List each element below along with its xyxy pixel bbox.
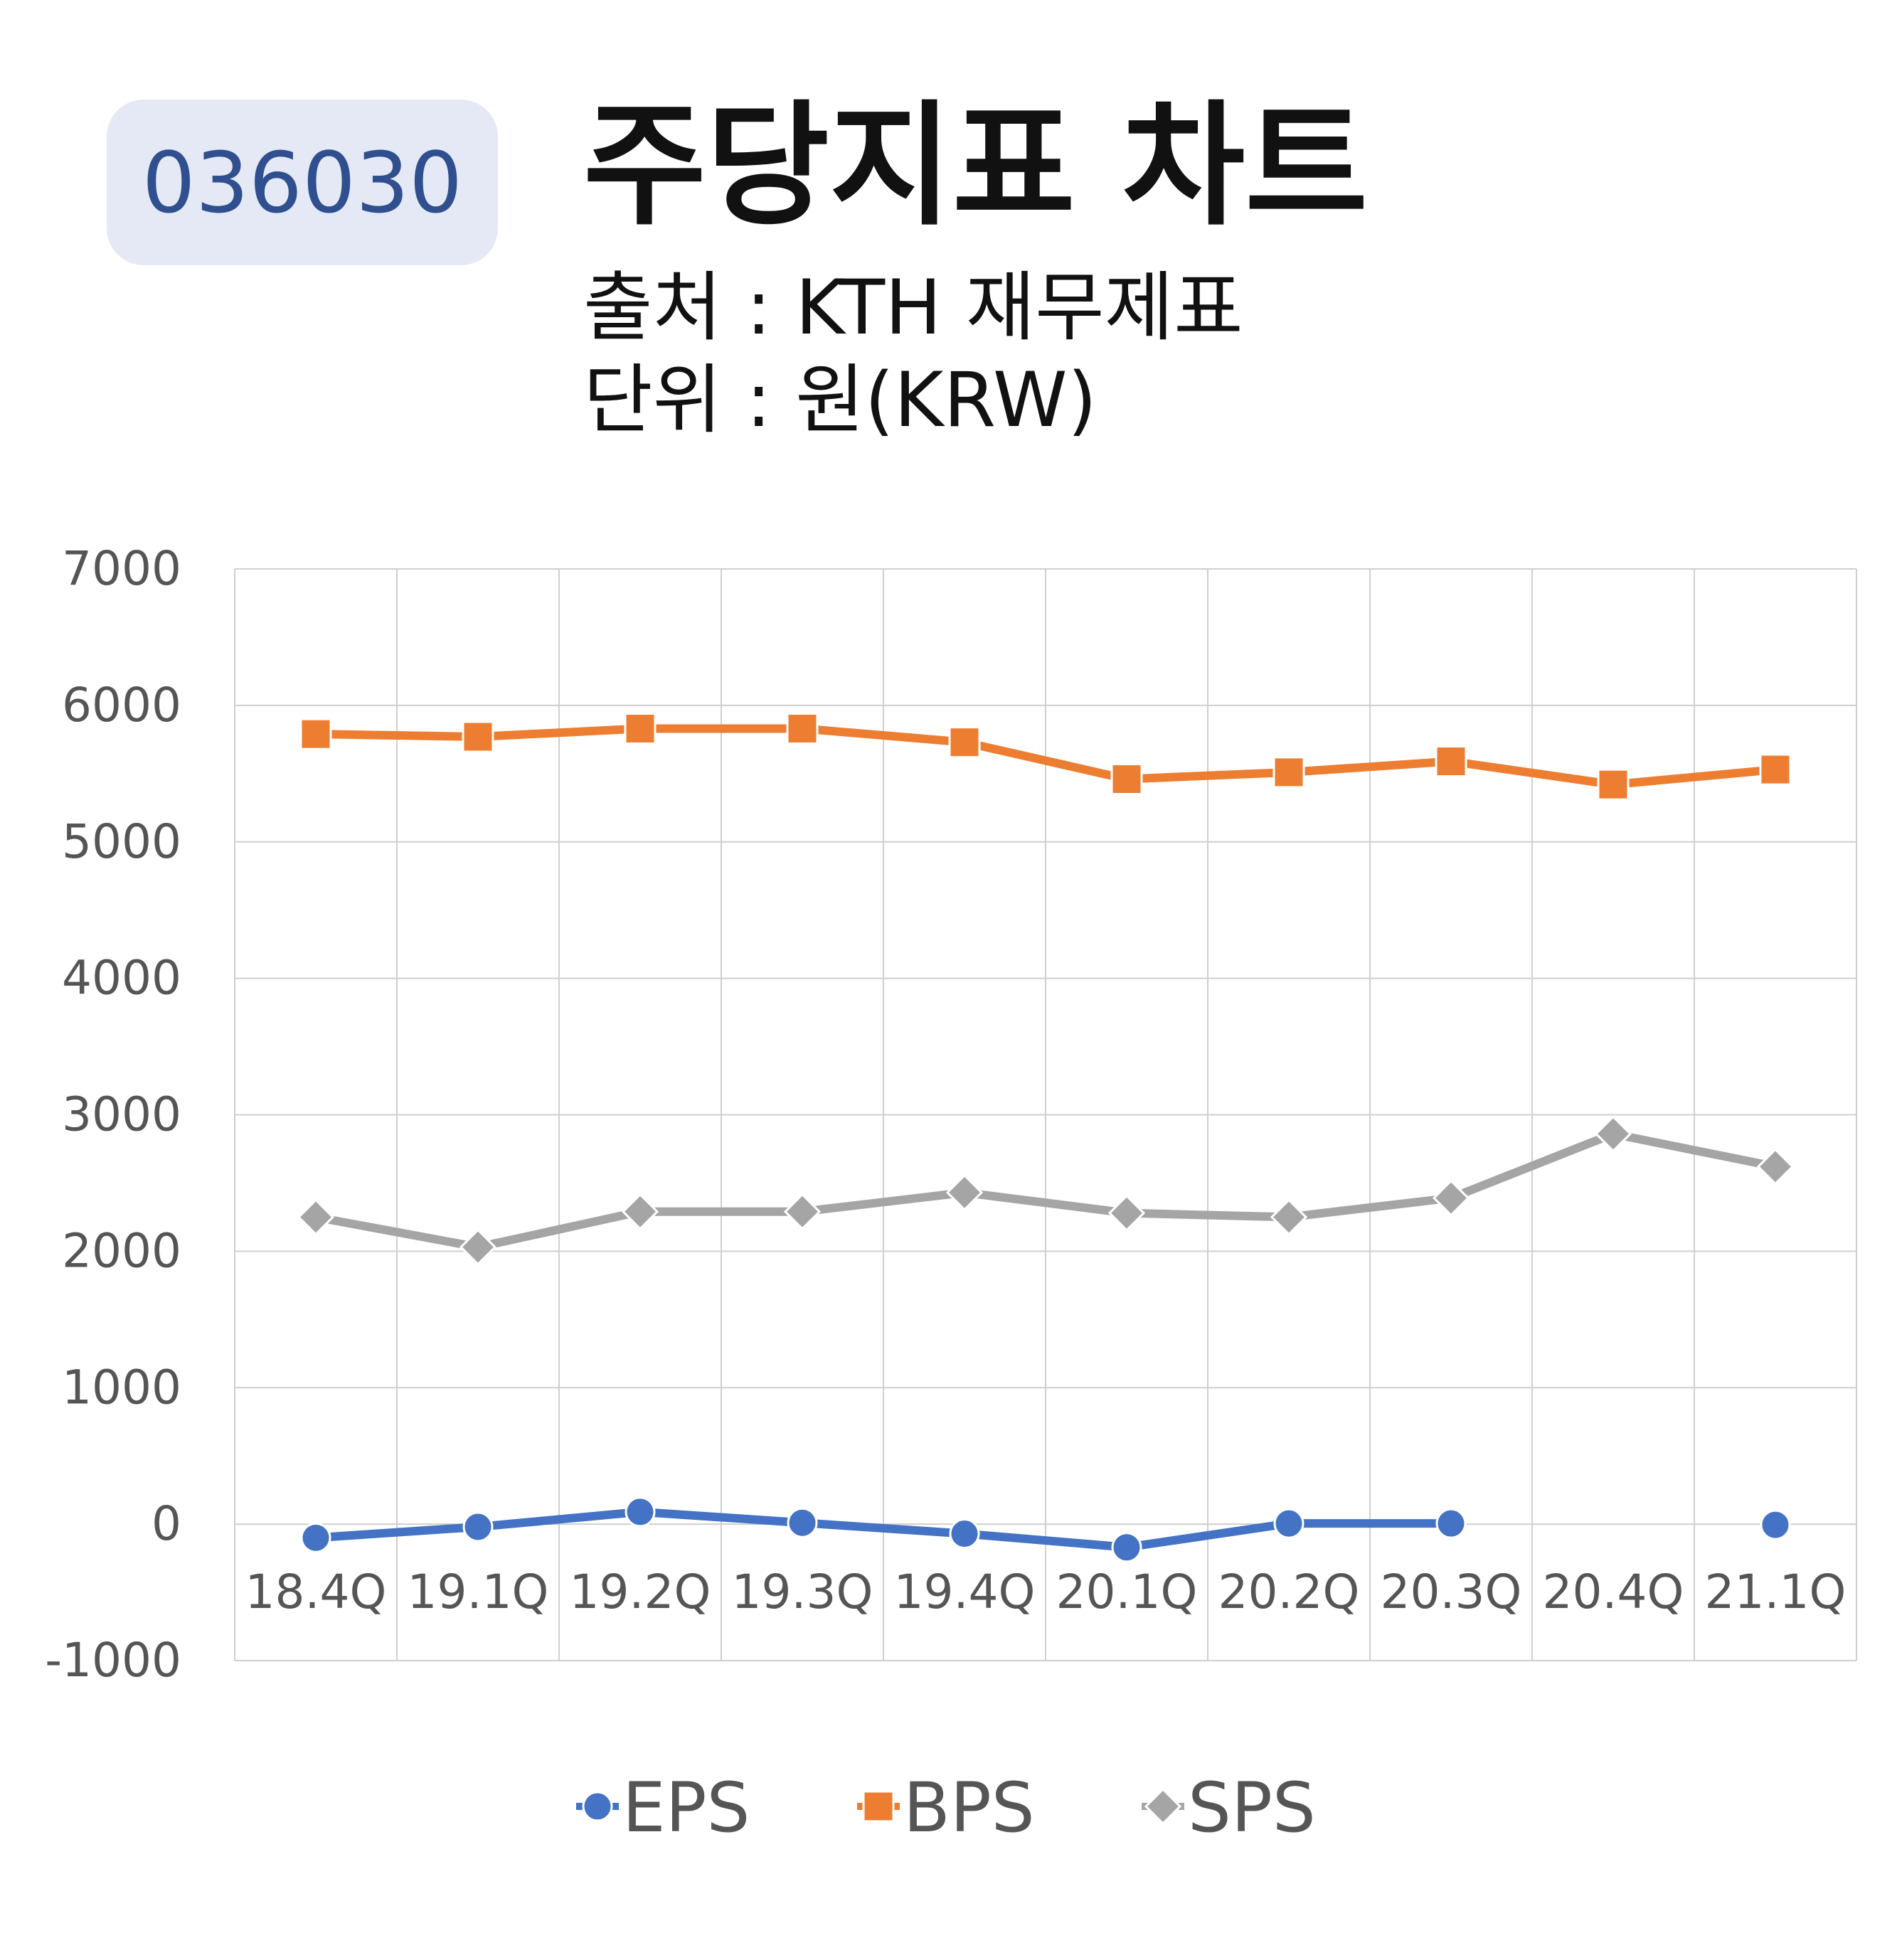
sps-series bbox=[297, 1115, 1795, 1266]
ticker-badge: 036030 bbox=[107, 100, 498, 265]
x-tick-label: 20.1Q bbox=[1056, 1565, 1198, 1619]
x-tick-label: 19.3Q bbox=[732, 1565, 873, 1619]
bps-legend-label: BPS bbox=[903, 1768, 1035, 1848]
sps-point bbox=[297, 1198, 335, 1236]
x-tick-label: 19.1Q bbox=[408, 1565, 549, 1619]
y-tick-label: 4000 bbox=[62, 951, 181, 1006]
eps-point bbox=[1760, 1509, 1791, 1540]
x-tick-label: 21.1Q bbox=[1705, 1565, 1846, 1619]
sps-point bbox=[945, 1173, 984, 1211]
eps-line bbox=[312, 1507, 1455, 1552]
bps-point bbox=[786, 712, 819, 745]
chart-title: 주당지표 차트 bbox=[583, 88, 1369, 244]
eps-point bbox=[625, 1496, 656, 1528]
chart-legend: EPS BPS SPS bbox=[576, 1768, 1316, 1848]
bps-point bbox=[1272, 756, 1305, 789]
x-tick-label: 18.4Q bbox=[245, 1565, 387, 1619]
bps-point bbox=[624, 712, 657, 745]
x-tick-label: 20.4Q bbox=[1543, 1565, 1684, 1619]
x-axis-ticks: 18.4Q 19.1Q 19.2Q 19.3Q 19.4Q 20.1Q 20.2Q 20.3Q… bbox=[245, 1565, 1846, 1619]
eps-point bbox=[1435, 1508, 1467, 1539]
sps-legend-label: SPS bbox=[1188, 1768, 1316, 1848]
eps-point bbox=[300, 1522, 331, 1553]
eps-point bbox=[949, 1518, 980, 1550]
y-tick-label: 5000 bbox=[62, 814, 181, 869]
y-tick-label: 7000 bbox=[62, 541, 181, 596]
sps-point bbox=[1756, 1148, 1795, 1186]
y-tick-label: 3000 bbox=[62, 1087, 181, 1142]
eps-point bbox=[1111, 1532, 1142, 1563]
x-tick-label: 19.2Q bbox=[570, 1565, 711, 1619]
bps-point bbox=[299, 718, 332, 750]
eps-legend-label: EPS bbox=[622, 1768, 750, 1848]
sps-line bbox=[312, 1129, 1780, 1252]
bps-point bbox=[462, 720, 494, 753]
sps-point bbox=[1107, 1194, 1146, 1232]
bps-point bbox=[948, 726, 981, 759]
sps-point bbox=[621, 1193, 659, 1230]
x-tick-label: 19.4Q bbox=[894, 1565, 1036, 1619]
y-tick-label: 0 bbox=[152, 1496, 181, 1551]
bps-point bbox=[1759, 753, 1792, 786]
x-tick-label: 20.3Q bbox=[1381, 1565, 1522, 1619]
sps-point bbox=[1432, 1179, 1470, 1217]
x-tick-label: 20.2Q bbox=[1218, 1565, 1360, 1619]
bps-legend-marker bbox=[862, 1790, 895, 1823]
y-tick-label: 2000 bbox=[62, 1223, 181, 1278]
bps-point bbox=[1435, 745, 1467, 778]
sps-point bbox=[459, 1228, 497, 1266]
chart-grid bbox=[234, 568, 1857, 1661]
eps-point bbox=[462, 1511, 494, 1543]
sps-legend-marker bbox=[1144, 1787, 1182, 1826]
eps-series bbox=[300, 1496, 1791, 1563]
ticker-code: 036030 bbox=[142, 133, 463, 232]
eps-legend-marker bbox=[582, 1791, 613, 1822]
bps-point bbox=[1110, 762, 1143, 795]
chart-unit: 단위 : 원(KRW) bbox=[583, 356, 1098, 444]
eps-point bbox=[1273, 1508, 1304, 1539]
bps-line bbox=[312, 724, 1780, 789]
sps-point bbox=[1594, 1115, 1632, 1153]
bps-series bbox=[299, 712, 1792, 801]
bps-point bbox=[1597, 768, 1630, 801]
sps-point bbox=[1270, 1198, 1308, 1236]
chart-series bbox=[297, 712, 1795, 1563]
y-tick-label: 6000 bbox=[62, 678, 181, 733]
y-axis-ticks: 7000 6000 5000 4000 3000 2000 1000 0 -1000 bbox=[45, 541, 181, 1688]
y-tick-label: 1000 bbox=[62, 1360, 181, 1415]
sps-point bbox=[783, 1193, 822, 1230]
y-tick-label: -1000 bbox=[45, 1633, 181, 1688]
chart-source: 출처 : KTH 재무제표 bbox=[583, 264, 1243, 351]
eps-point bbox=[787, 1507, 818, 1538]
